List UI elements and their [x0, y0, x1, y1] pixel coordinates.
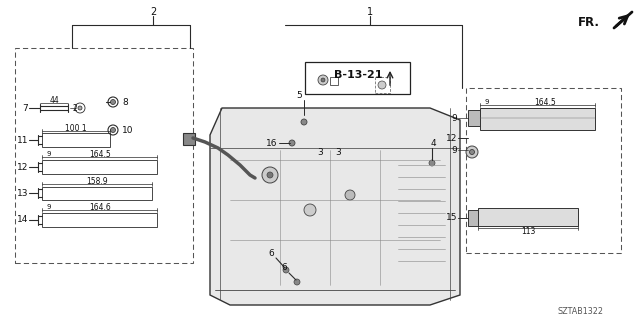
- Bar: [42, 187, 152, 200]
- Text: 9: 9: [451, 146, 457, 155]
- Text: 3: 3: [317, 148, 323, 156]
- Bar: [42, 133, 110, 147]
- Bar: [42, 213, 157, 227]
- Circle shape: [289, 140, 295, 146]
- Circle shape: [283, 267, 289, 273]
- Circle shape: [345, 190, 355, 200]
- Text: 164.5: 164.5: [89, 149, 111, 158]
- Bar: [468, 110, 480, 126]
- Text: B-13-21: B-13-21: [333, 70, 382, 80]
- Circle shape: [429, 160, 435, 166]
- Circle shape: [111, 100, 115, 105]
- Text: 164.5: 164.5: [534, 98, 556, 107]
- Bar: [375, 77, 390, 93]
- Text: 4: 4: [430, 139, 436, 148]
- Text: 6: 6: [268, 249, 274, 258]
- Text: 9: 9: [451, 114, 457, 123]
- Text: 13: 13: [17, 188, 28, 197]
- Text: 8: 8: [122, 98, 128, 107]
- Text: FR.: FR.: [578, 15, 600, 28]
- Bar: [478, 208, 578, 226]
- Text: 15: 15: [445, 213, 457, 222]
- Text: 113: 113: [521, 227, 535, 236]
- Bar: [480, 108, 595, 130]
- Bar: [183, 133, 195, 145]
- Text: 14: 14: [17, 215, 28, 225]
- Text: 9: 9: [484, 99, 488, 105]
- Text: 100 1: 100 1: [65, 124, 87, 132]
- Bar: [330, 77, 338, 85]
- Text: 6: 6: [281, 263, 287, 273]
- Text: 10: 10: [122, 125, 134, 134]
- Text: 44: 44: [49, 95, 59, 105]
- Polygon shape: [210, 108, 460, 305]
- Text: 9: 9: [46, 151, 51, 157]
- Text: 158.9: 158.9: [86, 177, 108, 186]
- Text: 2: 2: [72, 103, 77, 113]
- Text: 7: 7: [22, 103, 28, 113]
- Bar: [468, 210, 478, 226]
- Circle shape: [111, 127, 115, 132]
- Circle shape: [78, 106, 82, 110]
- Circle shape: [466, 146, 478, 158]
- Bar: [15, 48, 193, 263]
- Circle shape: [267, 172, 273, 178]
- Bar: [42, 160, 157, 174]
- Bar: [305, 62, 410, 94]
- Circle shape: [301, 119, 307, 125]
- Text: 16: 16: [266, 139, 277, 148]
- Text: 9: 9: [46, 204, 51, 210]
- Circle shape: [321, 78, 325, 82]
- Text: 5: 5: [296, 91, 302, 100]
- Bar: [466, 88, 621, 253]
- Text: 12: 12: [445, 133, 457, 142]
- Circle shape: [470, 149, 474, 155]
- Text: 2: 2: [150, 7, 156, 17]
- Text: 3: 3: [335, 148, 341, 156]
- Text: 1: 1: [367, 7, 373, 17]
- Circle shape: [304, 204, 316, 216]
- Text: 12: 12: [17, 163, 28, 172]
- Circle shape: [378, 81, 386, 89]
- Text: 11: 11: [17, 135, 28, 145]
- Text: 164.6: 164.6: [89, 203, 111, 212]
- Circle shape: [318, 75, 328, 85]
- Circle shape: [294, 279, 300, 285]
- Text: SZTAB1322: SZTAB1322: [557, 308, 603, 316]
- Circle shape: [262, 167, 278, 183]
